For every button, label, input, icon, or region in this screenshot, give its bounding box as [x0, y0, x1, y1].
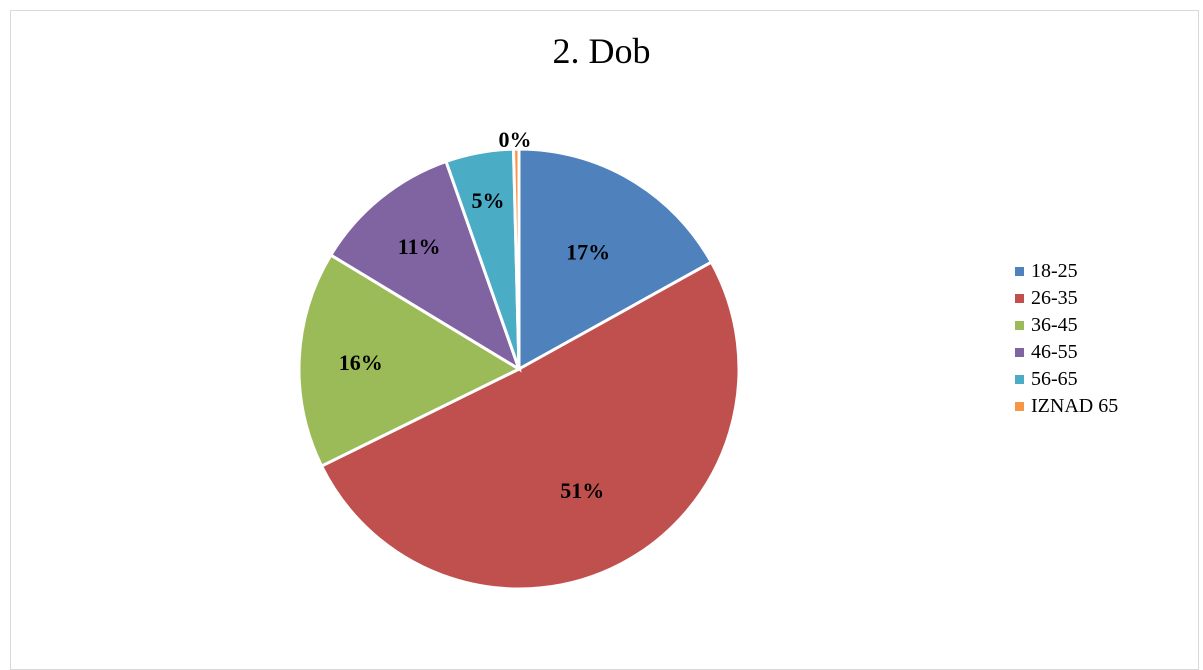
legend-swatch — [1015, 267, 1024, 276]
legend-label: 46-55 — [1031, 341, 1078, 363]
legend-swatch — [1015, 321, 1024, 330]
legend-item-18-25: 18-25 — [1015, 258, 1118, 285]
legend-swatch — [1015, 348, 1024, 357]
data-label-iznad-65: 0% — [499, 127, 532, 152]
pie-slice-36-45 — [297, 252, 523, 469]
pie-slice-iznad-65 — [511, 147, 521, 370]
legend-item-56-65: 56-65 — [1015, 366, 1118, 393]
legend-swatch — [1015, 402, 1024, 411]
legend-label: 26-35 — [1031, 287, 1078, 309]
chart-title: 2. Dob — [552, 31, 651, 71]
legend-label: 18-25 — [1031, 260, 1078, 282]
pie-chart: 17% 51% 16% 11% 5% 0% — [297, 127, 741, 591]
legend-label: IZNAD 65 — [1031, 395, 1119, 417]
legend-item-iznad-65: IZNAD 65 — [1015, 393, 1118, 420]
data-label-36-45: 16% — [339, 350, 383, 375]
data-label-26-35: 51% — [560, 478, 604, 503]
data-label-18-25: 17% — [566, 239, 610, 264]
legend-label: 36-45 — [1031, 314, 1078, 336]
pie-slice-46-55 — [328, 159, 522, 373]
data-label-46-55: 11% — [398, 234, 441, 259]
legend-item-46-55: 46-55 — [1015, 339, 1118, 366]
legend: 18-25 26-35 36-45 46-55 56-65 IZNAD 65 — [1015, 258, 1118, 420]
legend-label: 56-65 — [1031, 368, 1078, 390]
data-label-56-65: 5% — [472, 188, 505, 213]
legend-swatch — [1015, 294, 1024, 303]
pie-slice-26-35 — [319, 260, 741, 591]
legend-item-36-45: 36-45 — [1015, 312, 1118, 339]
legend-item-26-35: 26-35 — [1015, 285, 1118, 312]
legend-swatch — [1015, 375, 1024, 384]
pie-slice-18-25 — [517, 147, 714, 372]
